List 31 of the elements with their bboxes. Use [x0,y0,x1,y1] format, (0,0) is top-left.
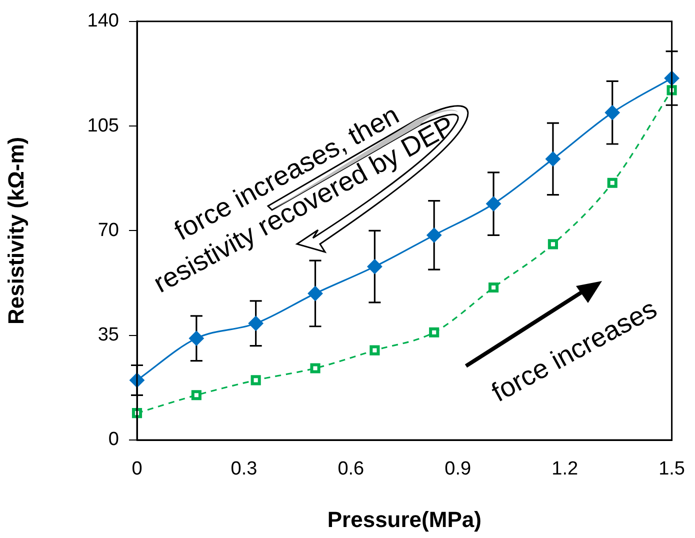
y-tick-label: 35 [98,324,119,346]
point [488,282,499,293]
point [367,259,382,274]
y-tick-label: 70 [98,220,119,241]
point [604,105,620,120]
point [666,85,677,96]
point [426,228,442,243]
point [248,316,264,331]
y-axis-title: Resistivity (kΩ-m) [3,136,28,324]
point [191,390,202,400]
point [250,375,261,386]
point [370,345,380,356]
x-axis-title: Pressure(MPa) [327,506,482,532]
y-tick-label: 105 [87,115,119,136]
point [308,286,323,301]
point [607,178,618,188]
point [548,239,558,250]
point [429,327,440,338]
point [486,196,502,212]
x-tick-label: 0.6 [338,458,364,480]
point [132,408,142,418]
x-tick-label: 0 [132,458,142,480]
point [188,330,204,346]
y-tick-label: 140 [87,10,119,32]
x-tick-label: 1.2 [552,458,578,480]
x-tick-label: 1.5 [658,458,686,480]
x-tick-label: 0.9 [444,458,472,480]
point [310,363,320,374]
y-tick-label: 0 [108,429,119,450]
x-tick-label: 0.3 [230,458,258,480]
point [545,151,560,166]
